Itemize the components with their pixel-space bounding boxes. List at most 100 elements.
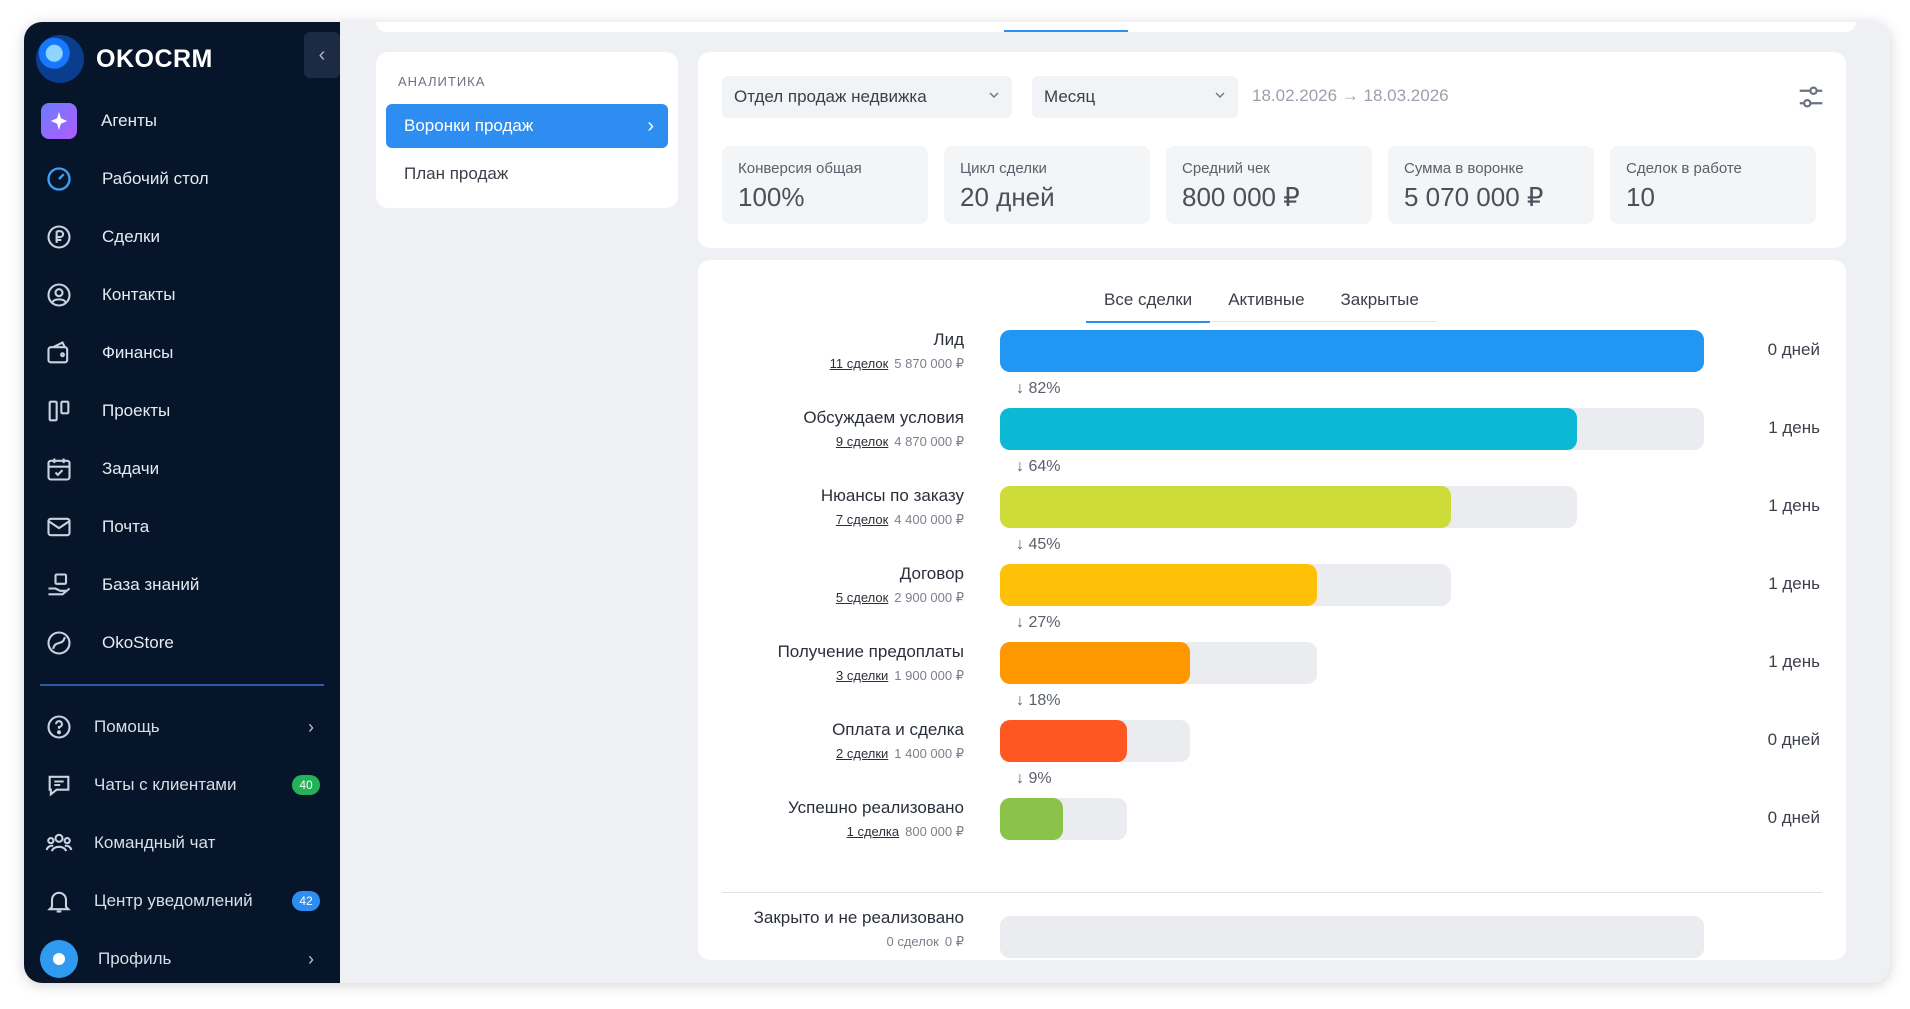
sidebar-item-tasks[interactable]: Задачи bbox=[24, 440, 340, 498]
menu-item-sales-funnels[interactable]: Воронки продаж › bbox=[386, 104, 668, 148]
sidebar-item-projects[interactable]: Проекты bbox=[24, 382, 340, 440]
sidebar-item-label: Рабочий стол bbox=[102, 169, 209, 188]
stage-sum: 4 870 000 ₽ bbox=[894, 434, 964, 449]
tab-all-deals[interactable]: Все сделки bbox=[1086, 278, 1211, 323]
kpi-label: Сделок в работе bbox=[1626, 160, 1742, 177]
stage-deals-sum: 1 сделка 800 000 ₽ bbox=[847, 824, 964, 840]
conversion-rate: ↓ 82% bbox=[1016, 380, 1061, 397]
sidebar-item-help[interactable]: Помощь › bbox=[24, 698, 340, 756]
stage-deals-link[interactable]: 5 сделок bbox=[835, 590, 889, 605]
stage-name: Лид bbox=[933, 330, 964, 349]
help-circle-icon bbox=[44, 712, 74, 742]
active-tab-indicator bbox=[1004, 30, 1128, 32]
stage-deals-link[interactable]: 11 сделок bbox=[829, 356, 889, 371]
ruble-coin-icon bbox=[44, 222, 74, 252]
mail-icon bbox=[44, 512, 74, 542]
funnel-bar[interactable] bbox=[1000, 330, 1704, 372]
stage-deals-link[interactable]: 1 сделка bbox=[846, 824, 900, 839]
stage-name: Оплата и сделка bbox=[832, 720, 964, 739]
funnel-track bbox=[1000, 642, 1317, 684]
kpi-deals-in-progress: Сделок в работе 10 bbox=[1610, 146, 1816, 224]
kpi-value: 5 070 000 ₽ bbox=[1404, 182, 1544, 212]
dashboard-gauge-icon bbox=[44, 164, 74, 194]
stage-sum: 5 870 000 ₽ bbox=[894, 356, 964, 371]
tab-closed-deals[interactable]: Закрытые bbox=[1340, 290, 1419, 309]
chevron-left-icon: ‹ bbox=[318, 43, 326, 66]
sidebar-item-contacts[interactable]: Контакты bbox=[24, 266, 340, 324]
sidebar-item-team-chat[interactable]: Командный чат bbox=[24, 814, 340, 872]
funnel-bar[interactable] bbox=[1000, 408, 1578, 450]
okocrm-logo-icon bbox=[36, 35, 84, 83]
top-tabs-strip bbox=[376, 22, 1856, 32]
wallet-icon bbox=[44, 338, 74, 368]
sidebar-item-mail[interactable]: Почта bbox=[24, 498, 340, 556]
sidebar-item-label: OkoStore bbox=[102, 633, 174, 652]
user-circle-icon bbox=[44, 280, 74, 310]
sidebar-item-label: База знаний bbox=[102, 575, 200, 594]
stage-deals-sum: 5 сделок 2 900 000 ₽ bbox=[836, 590, 964, 606]
period-select[interactable]: Месяц bbox=[1032, 76, 1238, 118]
sidebar-item-desktop[interactable]: Рабочий стол bbox=[24, 150, 340, 208]
stage-duration: 0 дней bbox=[1767, 808, 1820, 827]
sidebar-item-profile[interactable]: Профиль › bbox=[24, 930, 340, 983]
conversion-rate: ↓ 27% bbox=[1016, 614, 1061, 631]
brand[interactable]: OKOCRM bbox=[36, 34, 328, 84]
department-select[interactable]: Отдел продаж недвижка bbox=[722, 76, 1012, 118]
stage-name: Получение предоплаты bbox=[777, 642, 964, 661]
tab-active-deals[interactable]: Активные bbox=[1228, 290, 1305, 309]
sidebar-item-label: Профиль bbox=[98, 949, 172, 968]
collapse-sidebar-button[interactable]: ‹ bbox=[304, 32, 340, 78]
stage-sum: 2 900 000 ₽ bbox=[894, 590, 964, 605]
store-swirl-icon bbox=[44, 628, 74, 658]
sidebar-item-okostore[interactable]: OkoStore bbox=[24, 614, 340, 672]
sidebar-item-notifications[interactable]: Центр уведомлений 42 bbox=[24, 872, 340, 930]
funnel-bar[interactable] bbox=[1000, 486, 1451, 528]
funnel-separator bbox=[722, 892, 1822, 893]
menu-item-sales-plan[interactable]: План продаж bbox=[404, 164, 509, 183]
funnel-track bbox=[1000, 486, 1578, 528]
stage-name: Обсуждаем условия bbox=[803, 408, 964, 427]
sidebar-item-deals[interactable]: Сделки bbox=[24, 208, 340, 266]
stage-name: Договор bbox=[899, 564, 964, 583]
chevron-right-icon: › bbox=[308, 948, 314, 969]
funnel-track bbox=[1000, 330, 1704, 372]
sparkle-icon bbox=[41, 103, 77, 139]
sidebar-item-client-chats[interactable]: Чаты с клиентами 40 bbox=[24, 756, 340, 814]
stage-deals-link[interactable]: 9 сделок bbox=[835, 434, 889, 449]
sidebar-item-label: Чаты с клиентами bbox=[94, 775, 237, 794]
sidebar-item-label: Почта bbox=[102, 517, 150, 536]
stage-sum: 1 900 000 ₽ bbox=[894, 668, 964, 683]
filters-panel: Отдел продаж недвижка Месяц 18.02.2026 →… bbox=[698, 52, 1846, 248]
sidebar-item-agents[interactable]: Агенты bbox=[24, 92, 340, 150]
funnel-bar[interactable] bbox=[1000, 642, 1191, 684]
funnel-bar[interactable] bbox=[1000, 564, 1317, 606]
secondary-nav: Помощь › Чаты с клиентами 40 Командный ч… bbox=[24, 698, 340, 983]
bell-icon bbox=[44, 886, 74, 916]
client-chats-badge: 40 bbox=[292, 775, 320, 795]
stage-deals-link[interactable]: 2 сделки bbox=[836, 746, 889, 761]
kpi-funnel-sum: Сумма в воронке 5 070 000 ₽ bbox=[1388, 146, 1594, 224]
sidebar-item-knowledge[interactable]: База знаний bbox=[24, 556, 340, 614]
sidebar-item-label: Агенты bbox=[101, 111, 158, 130]
funnel-bar[interactable] bbox=[1000, 720, 1127, 762]
stage-deals-link[interactable]: 3 сделки bbox=[836, 668, 889, 683]
funnel-track bbox=[1000, 798, 1127, 840]
funnel-bar[interactable] bbox=[1000, 798, 1064, 840]
date-range[interactable]: 18.02.2026 → 18.03.2026 bbox=[1252, 86, 1449, 105]
sidebar-item-label: Центр уведомлений bbox=[94, 891, 253, 910]
sidebar-item-label: Проекты bbox=[102, 401, 171, 420]
stage-name: Успешно реализовано bbox=[787, 798, 964, 817]
filter-settings-icon[interactable] bbox=[1796, 82, 1826, 112]
main-nav: Агенты Рабочий стол Сделки Контакты bbox=[24, 92, 340, 672]
stage-name: Закрыто и не реализовано bbox=[753, 908, 964, 927]
funnel-track bbox=[1000, 720, 1191, 762]
sidebar-item-finance[interactable]: Финансы bbox=[24, 324, 340, 382]
stage-deals-sum: 9 сделок 4 870 000 ₽ bbox=[836, 434, 964, 450]
deal-filter-tabs: Все сделки Активные Закрытые bbox=[1086, 278, 1437, 323]
stage-deals-link[interactable]: 7 сделок bbox=[835, 512, 889, 527]
knowledge-hand-icon bbox=[44, 570, 74, 600]
sidebar-item-label: Командный чат bbox=[94, 833, 216, 852]
conversion-rate: ↓ 9% bbox=[1016, 770, 1052, 787]
sidebar-divider bbox=[40, 684, 324, 686]
funnel-track bbox=[1000, 564, 1451, 606]
